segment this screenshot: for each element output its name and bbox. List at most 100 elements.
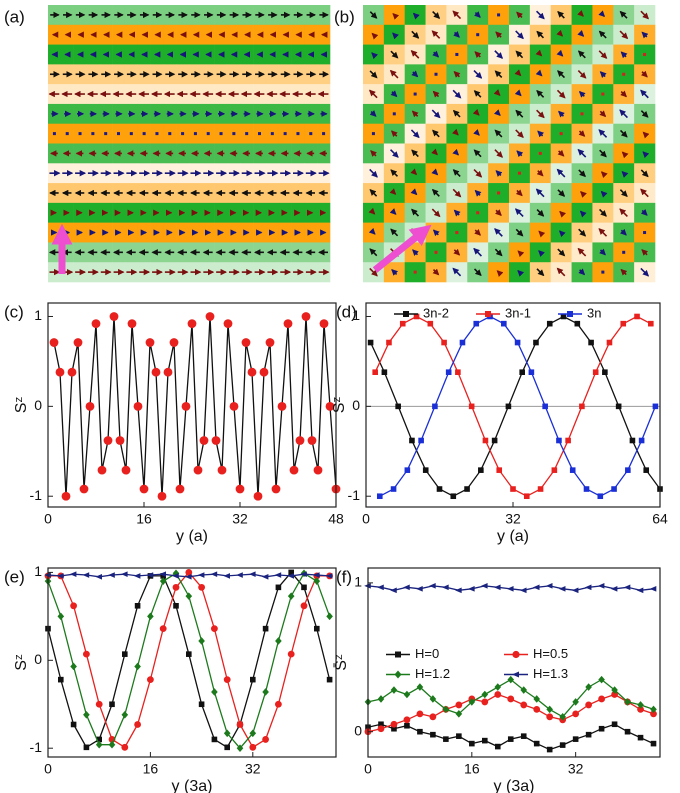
data-point — [262, 736, 269, 743]
spin-arrow — [474, 51, 482, 58]
y-axis-label: S̄ᶻ — [333, 654, 350, 671]
spin-arrow — [536, 268, 545, 277]
data-point — [510, 486, 516, 492]
spin-arrow — [599, 149, 607, 158]
spin-arrow — [494, 248, 503, 257]
data-point — [55, 367, 65, 377]
data-point — [455, 701, 463, 709]
spin-arrow — [369, 267, 378, 277]
y-tick-label: 0 — [34, 651, 42, 667]
data-point — [217, 465, 227, 475]
data-point — [545, 583, 553, 589]
spin-arrow — [369, 110, 377, 117]
data-point — [649, 586, 657, 592]
spin-dot — [78, 132, 82, 136]
spin-dot — [371, 132, 375, 136]
data-point — [403, 716, 411, 724]
legend-marker — [512, 650, 520, 659]
spin-arrow — [535, 188, 545, 198]
spin-arrow — [390, 90, 398, 98]
spin-arrow — [431, 188, 440, 197]
spin-arrow — [453, 30, 460, 38]
spin-arrow — [493, 109, 501, 116]
data-point — [249, 571, 256, 577]
data-point — [416, 710, 424, 718]
spin-arrow — [642, 151, 650, 159]
data-point — [528, 369, 535, 375]
spin-arrow — [599, 110, 607, 118]
data-point — [469, 740, 475, 747]
data-point — [134, 721, 142, 728]
spin-arrow — [640, 169, 649, 178]
spin-arrow — [516, 150, 524, 158]
data-point — [443, 736, 449, 742]
data-point — [637, 734, 644, 741]
data-point — [652, 403, 659, 410]
data-point — [571, 587, 579, 594]
data-point — [325, 401, 335, 411]
data-point — [625, 467, 631, 473]
data-point — [229, 401, 239, 411]
data-point — [185, 568, 193, 576]
spin-arrow — [452, 109, 461, 118]
spin-arrow — [515, 50, 524, 59]
spin-arrow — [620, 90, 627, 98]
data-point — [597, 583, 605, 589]
data-point — [494, 691, 502, 698]
spin-arrow — [452, 188, 462, 198]
data-point — [583, 486, 590, 492]
data-point — [287, 650, 295, 658]
spin-arrow — [368, 207, 376, 215]
data-point — [597, 493, 604, 500]
data-point — [546, 705, 553, 714]
data-point — [173, 603, 179, 609]
spin-arrow — [578, 228, 587, 237]
data-point — [620, 320, 627, 327]
spin-arrow — [640, 89, 649, 99]
legend-label: H=1.3 — [533, 666, 568, 681]
spin-arrow — [514, 89, 522, 97]
x-tick-label: 32 — [568, 761, 584, 777]
data-point — [133, 401, 143, 411]
plot-frame — [47, 302, 337, 508]
spin-arrow — [370, 150, 377, 157]
data-point — [151, 367, 161, 377]
data-point — [85, 401, 95, 411]
spin-dot — [91, 132, 95, 136]
spin-arrow — [538, 230, 546, 238]
data-point — [636, 587, 644, 594]
spin-arrow — [619, 208, 628, 217]
data-point — [115, 436, 125, 445]
x-tick-label: 64 — [652, 511, 668, 527]
data-point — [91, 319, 101, 329]
data-point — [455, 710, 463, 718]
spin-arrow — [452, 169, 461, 178]
data-point — [223, 729, 231, 738]
spin-dot — [434, 72, 438, 76]
data-point — [211, 625, 218, 633]
x-tick-label: 32 — [232, 511, 248, 527]
spin-arrow — [474, 229, 481, 236]
spin-dot — [104, 132, 108, 136]
spin-arrow — [495, 209, 502, 217]
spin-arrow — [472, 108, 480, 116]
data-point — [185, 573, 192, 580]
data-point — [395, 403, 401, 410]
spin-arrow — [619, 129, 628, 138]
spin-dot — [580, 112, 584, 116]
spin-arrow — [473, 128, 480, 136]
data-point — [70, 602, 77, 610]
data-point — [159, 571, 166, 577]
data-point — [175, 484, 185, 494]
data-point — [95, 573, 102, 580]
spin-arrow — [515, 129, 524, 139]
spin-arrow — [410, 50, 420, 59]
data-point — [442, 705, 450, 714]
spin-dot — [497, 13, 501, 17]
spin-arrow — [621, 171, 629, 178]
spin-dot — [181, 132, 185, 136]
data-point — [592, 369, 599, 375]
data-point — [546, 320, 553, 327]
x-tick-label: 16 — [143, 761, 159, 777]
legend-marker — [394, 670, 402, 679]
